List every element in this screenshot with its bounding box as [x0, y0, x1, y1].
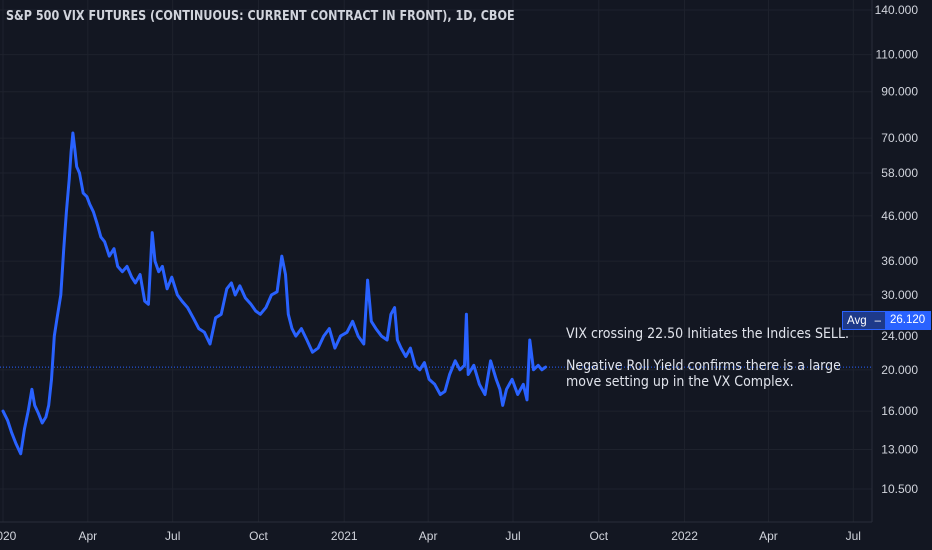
annotation-line-1: VIX crossing 22.50 Initiates the Indices… [566, 326, 849, 342]
price-tick-label: 10.500 [881, 482, 918, 496]
price-tick-label: 16.000 [881, 404, 918, 418]
time-tick-label: Oct [249, 529, 268, 543]
price-tick-label: 13.000 [881, 443, 918, 457]
vix-price-line [1, 131, 548, 456]
price-axis: 140.000 110.000 90.000 70.000 58.000 46.000 36… [875, 3, 919, 496]
price-tick-label: 20.000 [881, 363, 918, 377]
annotation-line-2: Negative Roll Yield confirms there is a … [566, 358, 841, 374]
time-tick-label: Oct [589, 529, 608, 543]
price-tick-label: 90.000 [881, 85, 918, 99]
time-tick-label: Jul [165, 529, 180, 543]
avg-price-label: Avg – 26.120 [842, 311, 932, 330]
time-tick-label: Apr [759, 529, 778, 543]
time-tick-label: Jul [846, 529, 861, 543]
price-tick-label: 46.000 [881, 209, 918, 223]
price-tick-label: 110.000 [876, 48, 919, 62]
chart-grid [0, 0, 872, 522]
time-tick-label: Apr [79, 529, 98, 543]
time-tick-label: 2022 [671, 529, 698, 543]
time-tick-label: 2021 [331, 529, 358, 543]
time-axis: 2020 Apr Jul Oct 2021 Apr Jul Oct 2022 Apr Jul [0, 529, 861, 543]
price-tick-label: 70.000 [881, 131, 918, 145]
price-tick-label: 36.000 [881, 254, 918, 268]
time-tick-label: Jul [505, 529, 520, 543]
price-tick-label: 30.000 [881, 288, 918, 302]
annotation-line-3: move setting up in the VX Complex. [566, 374, 794, 390]
avg-dash: – [874, 314, 882, 327]
avg-label-value: 26.120 [885, 312, 931, 329]
price-tick-label: 58.000 [881, 166, 918, 180]
annotation-text: VIX crossing 22.50 Initiates the Indices… [566, 326, 866, 390]
price-tick-label: 24.000 [881, 329, 918, 343]
chart-title: S&P 500 VIX FUTURES (CONTINUOUS: CURRENT… [6, 9, 515, 24]
price-tick-label: 140.000 [875, 3, 919, 17]
time-tick-label: 2020 [0, 529, 17, 543]
avg-label-name: Avg [847, 314, 867, 327]
time-tick-label: Apr [419, 529, 438, 543]
